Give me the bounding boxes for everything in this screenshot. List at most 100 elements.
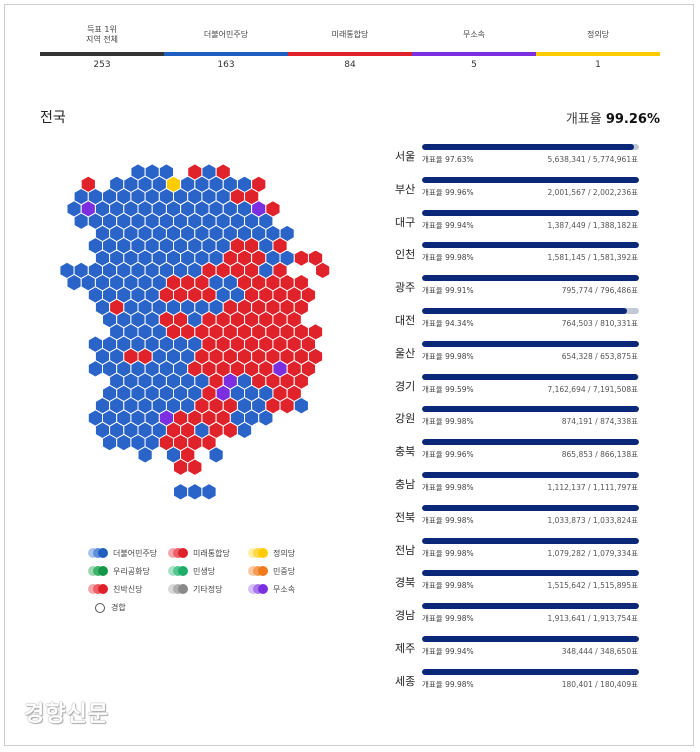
region-row[interactable]: 대전 개표율 94.34% 764,503 / 810,331표 bbox=[392, 307, 642, 333]
region-row[interactable]: 부산 개표율 99.96% 2,001,567 / 2,002,236표 bbox=[392, 176, 642, 202]
legend-swatch bbox=[168, 584, 190, 595]
page-frame bbox=[4, 4, 694, 746]
count-progress-track bbox=[422, 242, 639, 249]
district-hex[interactable] bbox=[222, 421, 238, 440]
count-progress-fill bbox=[422, 603, 639, 610]
legend-item: 친박신당 bbox=[88, 584, 142, 595]
party-name: 정의당 bbox=[586, 30, 610, 39]
region-vote-count: 2,001,567 / 2,002,236표 bbox=[547, 187, 638, 197]
party-seat-count: 1 bbox=[595, 60, 601, 70]
legend-swatch bbox=[168, 548, 190, 559]
party-seat-count: 84 bbox=[344, 60, 356, 70]
legend-item: 민생당 bbox=[168, 566, 215, 577]
count-progress-track bbox=[422, 472, 639, 478]
region-vote-count: 865,853 / 866,138표 bbox=[561, 450, 638, 460]
party-name: 더불어민주당 bbox=[203, 30, 249, 39]
district-hex[interactable] bbox=[208, 446, 224, 464]
region-vote-count: 654,328 / 653,875표 bbox=[561, 351, 638, 361]
count-progress-track bbox=[422, 504, 639, 511]
region-name: 인천 bbox=[395, 248, 416, 262]
party-summary-item: 미래통합당 84 bbox=[288, 22, 412, 74]
region-row[interactable]: 제주 개표율 99.94% 348,444 / 348,650표 bbox=[392, 635, 642, 661]
total-count-rate: 개표율 99.26% bbox=[566, 108, 660, 127]
district-hex[interactable] bbox=[293, 249, 309, 267]
district-hex[interactable] bbox=[66, 273, 82, 292]
district-hex[interactable] bbox=[315, 261, 331, 280]
party-color-bar bbox=[536, 52, 660, 56]
legend-label: 기타정당 bbox=[193, 585, 223, 594]
district-hex[interactable] bbox=[293, 396, 309, 415]
district-hex[interactable] bbox=[187, 458, 203, 476]
count-progress-fill bbox=[422, 668, 639, 675]
district-hex[interactable] bbox=[258, 409, 274, 427]
district-hex[interactable] bbox=[137, 446, 153, 464]
region-count-rate: 개표율 99.98% bbox=[422, 581, 474, 591]
count-progress-fill bbox=[422, 209, 639, 216]
region-name: 서울 bbox=[395, 150, 416, 163]
district-hex[interactable] bbox=[102, 433, 118, 452]
district-hex[interactable] bbox=[87, 360, 104, 378]
legend-label: 정의당 bbox=[273, 549, 296, 558]
region-vote-count: 7,162,694 / 7,191,508표 bbox=[547, 384, 638, 394]
region-count-rate: 개표율 99.98% bbox=[422, 253, 474, 263]
count-progress-track bbox=[422, 537, 639, 544]
region-name: 충북 bbox=[395, 445, 416, 459]
region-count-rate: 개표율 99.98% bbox=[422, 417, 474, 427]
region-count-rate: 개표율 99.98% bbox=[422, 679, 474, 689]
district-hex[interactable] bbox=[173, 458, 189, 476]
region-row[interactable]: 경북 개표율 99.98% 1,515,642 / 1,515,895표 bbox=[392, 569, 642, 595]
region-count-rate: 개표율 99.91% bbox=[422, 286, 474, 296]
total-rate-label: 개표율 bbox=[565, 112, 602, 127]
count-progress-fill bbox=[422, 504, 639, 511]
region-row[interactable]: 충북 개표율 99.96% 865,853 / 866,138표 bbox=[392, 438, 642, 464]
region-row[interactable]: 서울 개표율 97.63% 5,638,341 / 5,774,961표 bbox=[392, 143, 642, 169]
count-progress-track bbox=[422, 144, 639, 150]
region-name: 강원 bbox=[395, 412, 416, 426]
region-count-rate: 개표율 99.98% bbox=[422, 614, 474, 624]
district-hex[interactable] bbox=[236, 421, 253, 440]
region-row[interactable]: 인천 개표율 99.98% 1,581,145 / 1,581,392표 bbox=[392, 241, 642, 267]
region-count-rate: 개표율 97.63% bbox=[422, 155, 474, 164]
region-row[interactable]: 경남 개표율 99.98% 1,913,641 / 1,913,754표 bbox=[392, 602, 642, 628]
district-hex[interactable] bbox=[116, 433, 132, 452]
district-hex[interactable] bbox=[73, 212, 89, 230]
region-row[interactable]: 울산 개표율 99.98% 654,328 / 653,875표 bbox=[392, 340, 642, 366]
legend-label: 미래통합당 bbox=[193, 549, 230, 558]
region-count-rate: 개표율 99.59% bbox=[422, 384, 474, 394]
party-name: 미래통합당 bbox=[331, 30, 369, 39]
region-vote-count: 1,581,145 / 1,581,392표 bbox=[547, 253, 638, 263]
region-count-rate: 개표율 99.96% bbox=[422, 187, 474, 197]
district-hex[interactable] bbox=[201, 483, 217, 501]
count-progress-track bbox=[422, 308, 639, 314]
region-row[interactable]: 강원 개표율 99.98% 874,191 / 874,338표 bbox=[392, 405, 642, 431]
region-vote-count: 1,387,449 / 1,388,182표 bbox=[547, 220, 638, 230]
region-name: 대전 bbox=[395, 314, 416, 327]
district-hex[interactable] bbox=[173, 483, 189, 501]
count-progress-track bbox=[422, 373, 639, 380]
legend-item: 경합 bbox=[88, 602, 126, 613]
region-row[interactable]: 전북 개표율 99.98% 1,033,873 / 1,033,824표 bbox=[392, 504, 642, 530]
region-row[interactable]: 대구 개표율 99.94% 1,387,449 / 1,388,182표 bbox=[392, 209, 642, 235]
region-row[interactable]: 광주 개표율 99.91% 795,774 / 796,486표 bbox=[392, 274, 642, 300]
region-row[interactable]: 세종 개표율 99.98% 180,401 / 180,409표 bbox=[392, 668, 642, 694]
region-row[interactable]: 경기 개표율 99.59% 7,162,694 / 7,191,508표 bbox=[392, 373, 642, 399]
party-summary-item: 더불어민주당 163 bbox=[164, 22, 288, 74]
count-progress-fill bbox=[422, 275, 639, 282]
district-hex[interactable] bbox=[187, 483, 203, 501]
region-row[interactable]: 전남 개표율 99.98% 1,079,282 / 1,079,334표 bbox=[392, 537, 642, 563]
count-progress-track bbox=[422, 209, 639, 216]
count-progress-track bbox=[422, 439, 639, 446]
legend-label: 더불어민주당 bbox=[113, 549, 158, 558]
region-row[interactable]: 충남 개표율 99.98% 1,112,137 / 1,111,797표 bbox=[392, 471, 642, 497]
district-hex[interactable] bbox=[279, 396, 295, 415]
contested-ring-icon bbox=[95, 602, 105, 613]
region-vote-count: 1,079,282 / 1,079,334표 bbox=[547, 548, 638, 558]
party-color-bar bbox=[288, 52, 412, 56]
count-progress-track bbox=[422, 406, 639, 413]
count-progress-fill bbox=[422, 439, 639, 446]
party-color-bar bbox=[40, 52, 164, 56]
region-name: 전북 bbox=[395, 510, 416, 524]
count-progress-fill bbox=[422, 340, 639, 347]
legend-label: 민생당 bbox=[193, 567, 216, 576]
count-progress-fill bbox=[422, 373, 639, 380]
